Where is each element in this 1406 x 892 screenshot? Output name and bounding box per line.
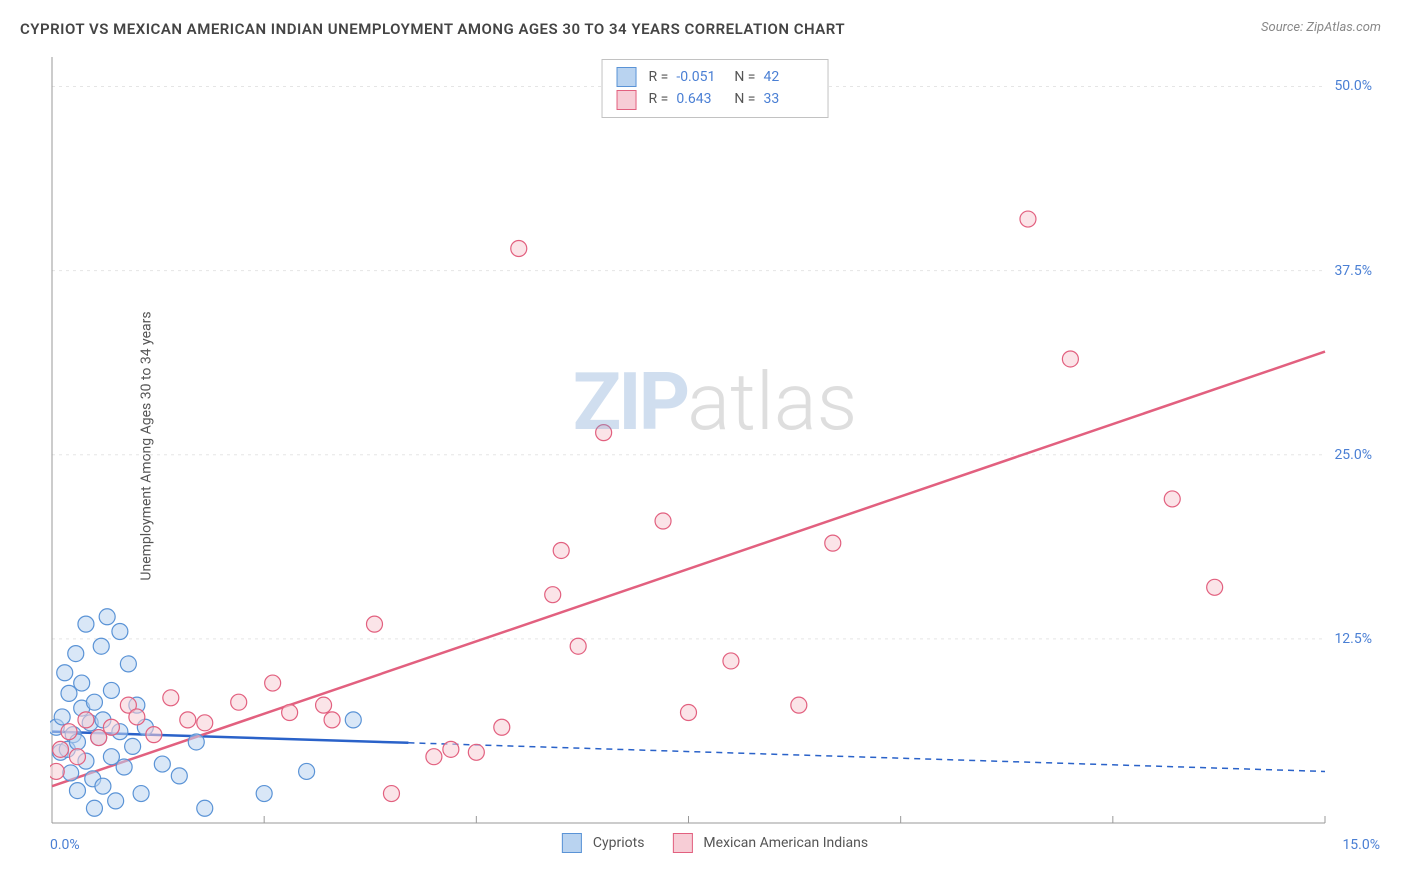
stats-row-2: R = 0.643 N = 33 (617, 88, 814, 110)
chart-title: CYPRIOT VS MEXICAN AMERICAN INDIAN UNEMP… (20, 20, 845, 38)
r-label-2: R = (649, 88, 669, 110)
r-value-1: -0.051 (676, 66, 726, 88)
y-tick-label: 25.0% (1334, 447, 1372, 463)
y-tick-label: 37.5% (1334, 263, 1372, 279)
n-value-1: 42 (763, 66, 813, 88)
legend-item-mexican: Mexican American Indians (672, 833, 868, 853)
legend-label-cypriots: Cypriots (593, 835, 645, 851)
x-axis-min: 0.0% (50, 837, 80, 853)
stats-box: R = -0.051 N = 42 R = 0.643 N = 33 (602, 59, 829, 118)
stats-swatch-cypriots (617, 67, 637, 87)
r-value-2: 0.643 (676, 88, 726, 110)
x-axis-max: 15.0% (1342, 837, 1380, 853)
r-label: R = (649, 66, 669, 88)
chart-container: CYPRIOT VS MEXICAN AMERICAN INDIAN UNEMP… (0, 0, 1406, 892)
bottom-legend: Cypriots Mexican American Indians (562, 833, 868, 853)
legend-swatch-mexican (672, 833, 692, 853)
n-value-2: 33 (763, 88, 813, 110)
legend-swatch-cypriots (562, 833, 582, 853)
source-label: Source: ZipAtlas.com (1261, 20, 1381, 35)
plot-area: ZIPatlas R = -0.051 N = 42 R = 0.643 N =… (50, 55, 1380, 825)
legend-item-cypriots: Cypriots (562, 833, 645, 853)
scatter-svg (50, 55, 1380, 825)
y-tick-label: 12.5% (1334, 631, 1372, 647)
n-label: N = (734, 66, 755, 88)
y-tick-label: 50.0% (1334, 78, 1372, 94)
n-label-2: N = (734, 88, 755, 110)
legend-label-mexican: Mexican American Indians (703, 835, 868, 851)
stats-swatch-mexican (617, 90, 637, 110)
stats-row-1: R = -0.051 N = 42 (617, 66, 814, 88)
